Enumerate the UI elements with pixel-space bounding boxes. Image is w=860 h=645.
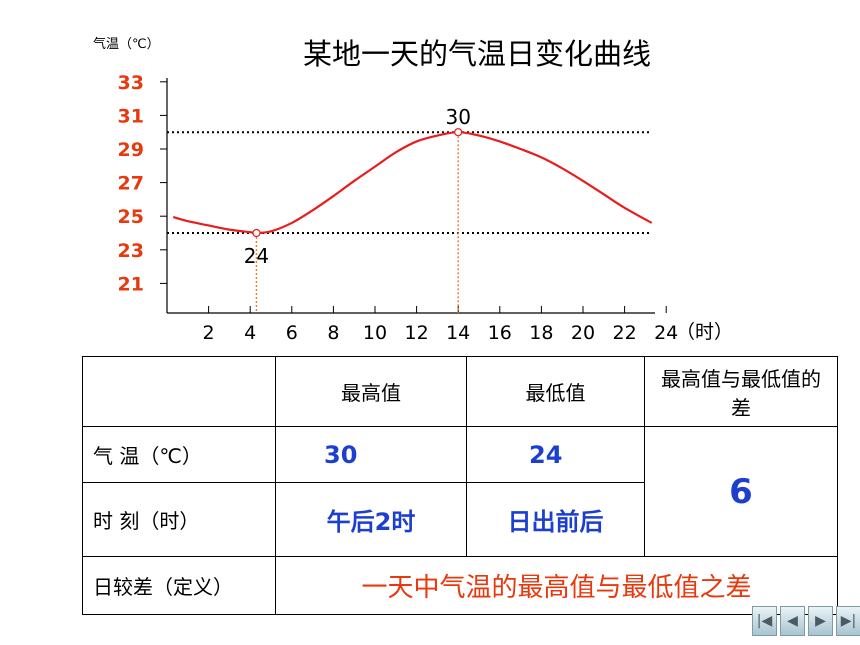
time-max-value: 午后2时 [275, 482, 467, 557]
last-slide-button[interactable]: ▶| [836, 606, 860, 636]
x-axis-label: （时） [676, 321, 733, 343]
range-definition: 一天中气温的最高值与最低值之差 [275, 556, 838, 615]
y-tick-label: 25 [118, 206, 144, 228]
x-tick-label: 22 [613, 322, 637, 344]
x-tick-label: 6 [286, 322, 298, 344]
prev-slide-button[interactable]: ◀ [780, 606, 805, 636]
x-tick-label: 12 [405, 322, 429, 344]
annotations: 30 24 [244, 105, 471, 268]
first-icon: |◀ [756, 613, 773, 629]
x-tick-label: 10 [363, 322, 387, 344]
chart-title: 某地一天的气温日变化曲线 [303, 37, 651, 71]
temperature-curve [172, 131, 653, 235]
extreme-point-marker [454, 128, 463, 137]
extreme-point-marker [252, 228, 261, 238]
first-slide-button[interactable]: |◀ [752, 606, 777, 636]
y-tick-label: 31 [118, 105, 144, 127]
table-corner-cell [82, 356, 276, 427]
chart-axes [166, 78, 655, 314]
x-ticks: 2 4 6 8 10 12 14 16 18 20 22 24 [203, 306, 678, 344]
header-min: 最低值 [466, 356, 645, 427]
x-tick-label: 24 [654, 322, 678, 344]
y-tick-label: 29 [118, 139, 144, 161]
temp-min-value: 24 [466, 426, 645, 483]
row-label-temperature: 气 温（℃） [82, 426, 276, 483]
x-tick-label: 4 [244, 322, 256, 344]
header-diff: 最高值与最低值的差 [644, 356, 838, 427]
slide-nav: |◀ ◀ ▶ ▶| [752, 606, 860, 636]
temp-max-value: 30 [275, 426, 467, 483]
y-tick-label: 23 [118, 240, 144, 262]
y-tick-label: 33 [118, 72, 144, 94]
prev-icon: ◀ [787, 613, 798, 629]
x-tick-label: 2 [203, 322, 215, 344]
y-tick-label: 21 [118, 273, 144, 295]
y-ticks: 21 23 25 27 29 31 33 [118, 72, 167, 295]
x-tick-label: 18 [529, 322, 553, 344]
next-slide-button[interactable]: ▶ [808, 606, 833, 636]
x-tick-label: 14 [446, 322, 470, 344]
x-tick-label: 16 [488, 322, 512, 344]
row-label-time: 时 刻（时） [82, 482, 276, 557]
row-label-range: 日较差（定义） [82, 556, 276, 615]
y-tick-label: 27 [118, 173, 144, 195]
temp-diff-value: 6 [644, 426, 838, 557]
y-axis-label: 气温（℃） [93, 36, 160, 52]
max-point-label: 30 [445, 105, 470, 129]
x-tick-label: 20 [571, 322, 595, 344]
time-min-value: 日出前后 [466, 482, 645, 557]
x-tick-label: 8 [327, 322, 339, 344]
guide-lines [167, 131, 650, 313]
header-max: 最高值 [275, 356, 467, 427]
min-point-label: 24 [244, 244, 269, 268]
comparison-table: 最高值 最低值 最高值与最低值的差 气 温（℃） 30 24 6 时 刻（时） … [82, 356, 838, 615]
next-icon: ▶ [815, 613, 826, 629]
last-icon: ▶| [840, 613, 857, 629]
